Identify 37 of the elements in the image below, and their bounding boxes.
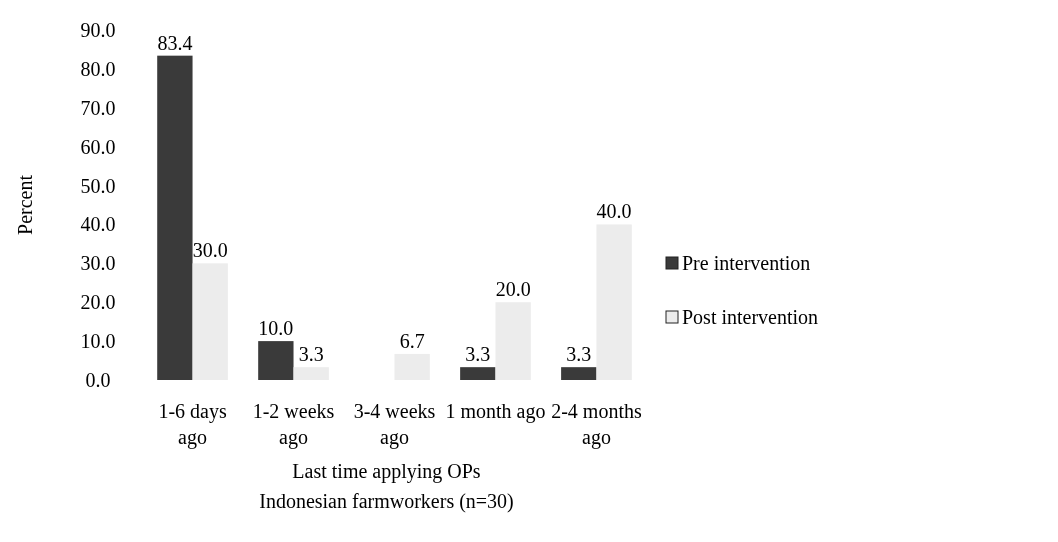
legend-label: Post intervention bbox=[682, 306, 819, 328]
y-tick-label: 10.0 bbox=[80, 330, 116, 353]
bar bbox=[596, 224, 632, 380]
data-label: 3.3 bbox=[566, 343, 592, 366]
y-tick-label: 40.0 bbox=[80, 213, 116, 236]
y-tick-label: 0.0 bbox=[85, 369, 111, 391]
x-tick-label: 1 month ago bbox=[445, 400, 546, 423]
x-tick-label: 3-4 weeks ago bbox=[353, 400, 436, 449]
y-tick-label: 20.0 bbox=[80, 291, 116, 314]
bar bbox=[258, 341, 294, 380]
y-tick-label: 80.0 bbox=[80, 57, 116, 80]
data-label: 10.0 bbox=[258, 317, 294, 340]
data-label: 3.3 bbox=[298, 343, 324, 366]
data-label: 40.0 bbox=[596, 200, 632, 223]
x-tick-label: 2-4 months ago bbox=[551, 400, 642, 449]
bar bbox=[460, 367, 496, 380]
y-tick-label: 30.0 bbox=[80, 252, 116, 275]
bar bbox=[495, 302, 531, 380]
text: Indonesian farmworkers (n=30) bbox=[259, 490, 514, 513]
y-tick-label: 90.0 bbox=[80, 19, 116, 41]
bar bbox=[157, 55, 193, 380]
bar bbox=[293, 367, 329, 380]
y-tick-label: 60.0 bbox=[80, 135, 116, 158]
x-axis-title: Last time applying OPs bbox=[292, 460, 481, 483]
bar bbox=[561, 367, 597, 380]
bar bbox=[192, 263, 228, 380]
data-label: 6.7 bbox=[399, 329, 425, 352]
data-label: 3.3 bbox=[465, 343, 491, 366]
x-tick-label: 1-2 weeks ago bbox=[252, 400, 335, 449]
x-tick-label: 1-6 days ago bbox=[158, 400, 227, 449]
y-tick-label: 70.0 bbox=[80, 96, 116, 119]
y-axis-title: Percent bbox=[14, 174, 36, 235]
legend-label: Pre intervention bbox=[682, 252, 811, 274]
data-label: 83.4 bbox=[157, 31, 193, 54]
data-label: 30.0 bbox=[192, 239, 228, 262]
y-tick-label: 50.0 bbox=[80, 174, 116, 197]
data-label: 20.0 bbox=[495, 278, 531, 301]
